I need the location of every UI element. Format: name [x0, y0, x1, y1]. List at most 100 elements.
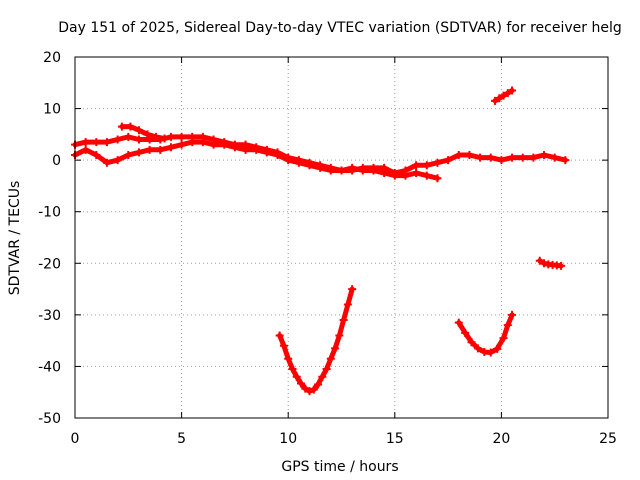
data-point: [134, 135, 143, 144]
data-point: [497, 156, 506, 165]
data-point: [486, 348, 495, 357]
data-point: [518, 153, 527, 162]
data-point: [557, 261, 566, 270]
data-point: [220, 140, 229, 149]
data-point: [113, 156, 122, 165]
y-axis-ticks: -50 -40 -30 -20 -10 0 10 20: [38, 50, 608, 427]
x-axis-label: GPS time / hours: [281, 459, 398, 475]
data-point: [473, 344, 482, 353]
data-point: [126, 122, 135, 131]
data-point: [305, 387, 314, 396]
data-point: [81, 138, 90, 147]
data-point: [454, 318, 463, 327]
data-point: [540, 150, 549, 159]
data-point: [461, 328, 470, 337]
data-point: [124, 150, 133, 159]
data-point: [296, 379, 305, 388]
data-point: [134, 148, 143, 157]
data-point: [166, 132, 175, 141]
data-point: [401, 171, 410, 180]
x-tick-label: 25: [599, 431, 617, 447]
x-axis-ticks: 0 5 10 15 20 25: [71, 57, 617, 447]
data-point: [326, 166, 335, 175]
data-point: [454, 150, 463, 159]
series-track-c: [117, 122, 169, 143]
data-point: [493, 344, 502, 353]
data-point: [467, 338, 476, 347]
data-point: [337, 166, 346, 175]
data-point: [348, 285, 357, 294]
x-tick-label: 5: [177, 431, 186, 447]
data-point: [318, 372, 327, 381]
data-point: [491, 96, 500, 105]
data-point: [198, 138, 207, 147]
data-point: [92, 150, 101, 159]
data-point: [252, 145, 261, 154]
data-point: [292, 372, 301, 381]
data-point: [335, 331, 344, 340]
x-tick-label: 20: [492, 431, 510, 447]
data-point: [305, 161, 314, 170]
data-point: [143, 130, 152, 139]
data-point: [113, 135, 122, 144]
data-point: [348, 163, 357, 172]
data-point: [331, 344, 340, 353]
x-tick-label: 10: [279, 431, 297, 447]
y-tick-label: -30: [38, 308, 61, 324]
series-track-f: [275, 285, 357, 396]
data-point: [343, 300, 352, 309]
data-point: [301, 384, 310, 393]
series-track-d: [491, 86, 517, 105]
y-tick-label: -50: [38, 411, 61, 427]
data-point: [422, 171, 431, 180]
data-point: [561, 156, 570, 165]
grid-lines: [75, 57, 608, 418]
data-point: [152, 132, 161, 141]
chart-title: Day 151 of 2025, Sidereal Day-to-day VTE…: [58, 20, 621, 36]
data-point: [102, 158, 111, 167]
y-tick-label: 0: [52, 153, 61, 169]
data-point: [422, 161, 431, 170]
data-point: [314, 380, 323, 389]
y-tick-label: 10: [43, 102, 61, 118]
data-point: [380, 169, 389, 178]
data-point: [275, 331, 284, 340]
data-point: [339, 316, 348, 325]
data-point: [508, 86, 517, 95]
data-point: [288, 365, 297, 374]
y-tick-label: -10: [38, 205, 61, 221]
data-point: [117, 122, 126, 131]
data-point: [322, 365, 331, 374]
y-tick-label: 20: [43, 50, 61, 66]
data-point: [160, 134, 169, 143]
data-point: [273, 150, 282, 159]
data-point: [503, 89, 512, 98]
data-point: [326, 354, 335, 363]
data-point: [177, 132, 186, 141]
data-point: [209, 140, 218, 149]
data-point: [550, 153, 559, 162]
data-point: [508, 153, 517, 162]
data-point: [81, 145, 90, 154]
series-track-g: [454, 310, 517, 357]
data-point: [124, 132, 133, 141]
data-point: [486, 153, 495, 162]
data-point: [279, 341, 288, 350]
data-point: [177, 140, 186, 149]
data-point: [412, 161, 421, 170]
data-point: [188, 138, 197, 147]
data-point: [102, 138, 111, 147]
data-point: [499, 334, 508, 343]
data-point: [230, 143, 239, 152]
data-point: [134, 126, 143, 135]
data-point: [241, 145, 250, 154]
data-point: [284, 354, 293, 363]
y-tick-label: -40: [38, 359, 61, 375]
data-point: [535, 256, 544, 265]
x-tick-label: 15: [386, 431, 404, 447]
data-point: [444, 156, 453, 165]
plot-frame: [74, 56, 609, 419]
data-point: [262, 148, 271, 157]
data-point: [529, 153, 538, 162]
